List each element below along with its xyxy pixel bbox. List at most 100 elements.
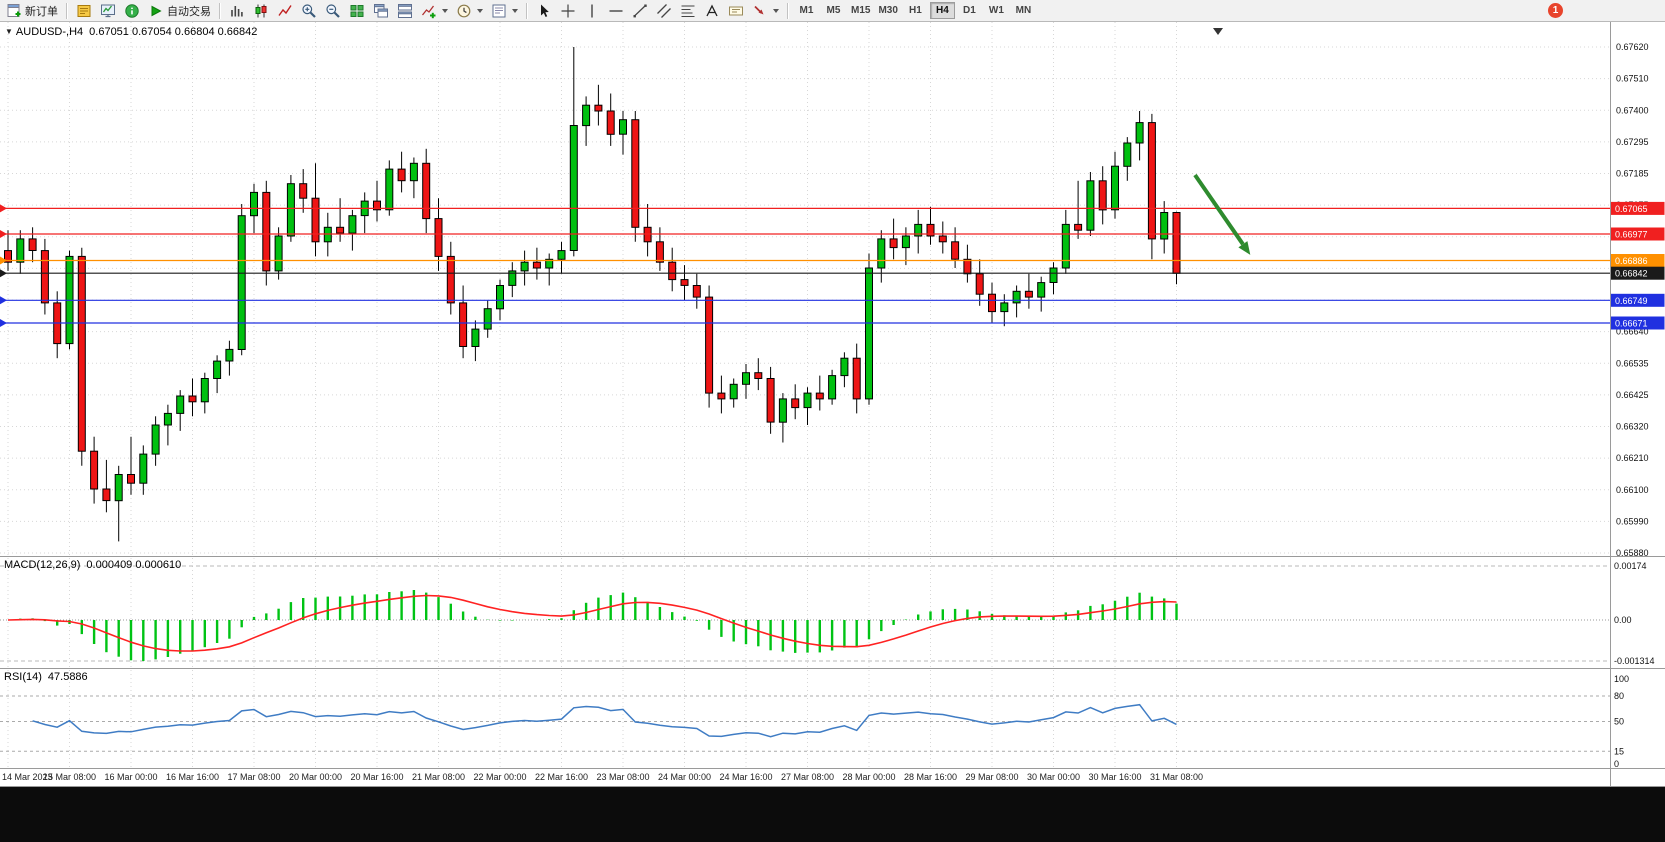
help-button[interactable] [120,1,144,21]
tile-windows-button[interactable] [345,1,369,21]
line-edge-marker [0,204,7,213]
candle-body [828,375,837,400]
price-axis-label: 0.67400 [1616,105,1649,115]
price-tag-label: 0.66842 [1615,269,1648,279]
text-label-icon [728,3,744,19]
candle-body [77,255,86,452]
candle-body [815,392,824,400]
cursor-icon [536,3,552,19]
candle-body [422,162,431,220]
time-axis-label: 14 Mar 2023 [2,772,53,782]
toolbar-separator [219,2,221,19]
candle-body [250,191,258,217]
candle-body [336,226,345,234]
candle-body [791,398,800,409]
text-label-button[interactable] [724,1,748,21]
candle-body [4,250,12,263]
candle-body [865,267,873,400]
timeframe-m1-button[interactable]: M1 [794,2,819,19]
zoom-out-button[interactable] [321,1,345,21]
autotrading-button[interactable]: 自动交易 [144,1,215,21]
candle-chart-icon [253,3,269,19]
price-line-objects[interactable] [0,204,1610,327]
price-axis-label: 0.66425 [1616,390,1649,400]
templates-button[interactable] [487,1,522,21]
candle-body [348,215,357,234]
time-axis[interactable] [0,769,1610,786]
trend-arrow-annotation[interactable] [1193,173,1251,255]
toolbar-separator [787,2,789,19]
price-axis-label: 0.65990 [1616,516,1649,526]
arrow-tools-button[interactable] [748,1,783,21]
candle-body [225,348,234,362]
rsi-axis-label: 100 [1614,674,1629,684]
candle-body [163,412,172,426]
price-tag [1610,293,1665,307]
dropdown-arrow-icon[interactable] [477,8,483,13]
dropdown-arrow-icon[interactable] [512,8,518,13]
candle-body [237,215,246,350]
chart-shift-marker[interactable] [1213,28,1223,35]
trend-arrow-shaft[interactable] [1193,173,1245,246]
add-indicator-icon [421,3,437,19]
candle-body [631,119,640,228]
candle-body [619,119,627,135]
candle-body [1012,290,1021,304]
crosshair-icon [560,3,576,19]
timeframe-d1-button[interactable]: D1 [957,2,982,19]
timeframe-w1-button[interactable]: W1 [984,2,1009,19]
line-chart-button[interactable] [273,1,297,21]
new-order-label: 新订单 [25,5,58,18]
vertical-line-button[interactable] [580,1,604,21]
notification-badge[interactable]: 1 [1548,3,1563,18]
top-toolbar: 新订单 自动交易 M1 M5 M15 M30 H1 H4 D1 W1 MN 1 [0,0,1665,22]
new-order-button[interactable]: 新订单 [2,1,62,21]
pane-separators [0,22,1665,787]
price-tag-label: 0.66671 [1615,319,1648,329]
crosshair-button[interactable] [556,1,580,21]
dropdown-arrow-icon[interactable] [442,8,448,13]
vertical-line-icon [584,3,600,19]
chart-plot-area[interactable] [0,22,1610,768]
time-axis-label: 16 Mar 16:00 [166,772,219,782]
candle-body [803,392,812,409]
trendline-button[interactable] [628,1,652,21]
channel-button[interactable] [652,1,676,21]
arrange-windows-button[interactable] [393,1,417,21]
candle-body [951,241,960,260]
time-axis-label: 17 Mar 08:00 [227,772,280,782]
candle-body [102,488,111,502]
price-axis[interactable] [1611,22,1665,786]
price-tags: 0.67065 0.66977 0.66886 0.66842 0.66749 0.666… [1610,201,1665,330]
line-chart-icon [277,3,293,19]
timeframe-h4-button[interactable]: H4 [929,2,955,19]
cascade-windows-button[interactable] [369,1,393,21]
bar-chart-button[interactable] [225,1,249,21]
fibonacci-button[interactable] [676,1,700,21]
candle-body [1074,223,1083,231]
metaeditor-button[interactable] [72,1,96,21]
candle-body [151,424,160,455]
rsi-line [32,703,1177,738]
text-button[interactable] [700,1,724,21]
periods-button[interactable] [452,1,487,21]
price-tag-label: 0.66886 [1615,256,1648,266]
timeframe-m15-button[interactable]: M15 [848,2,873,19]
horizontal-line-button[interactable] [604,1,628,21]
candle-chart-button[interactable] [249,1,273,21]
add-indicator-button[interactable] [417,1,452,21]
time-axis-label: 27 Mar 08:00 [781,772,834,782]
price-axis-label: 0.65880 [1616,548,1649,558]
market-watch-button[interactable] [96,1,120,21]
time-axis-label: 15 Mar 08:00 [43,772,96,782]
timeframe-m30-button[interactable]: M30 [875,2,900,19]
price-tag-label: 0.67065 [1615,204,1648,214]
timeframe-h1-button[interactable]: H1 [903,2,928,19]
candle-body [40,250,49,304]
dropdown-arrow-icon[interactable] [773,8,779,13]
zoom-in-button[interactable] [297,1,321,21]
timeframe-m5-button[interactable]: M5 [821,2,846,19]
timeframe-mn-button[interactable]: MN [1011,2,1036,19]
bottom-panel [0,787,1665,842]
cursor-button[interactable] [532,1,556,21]
